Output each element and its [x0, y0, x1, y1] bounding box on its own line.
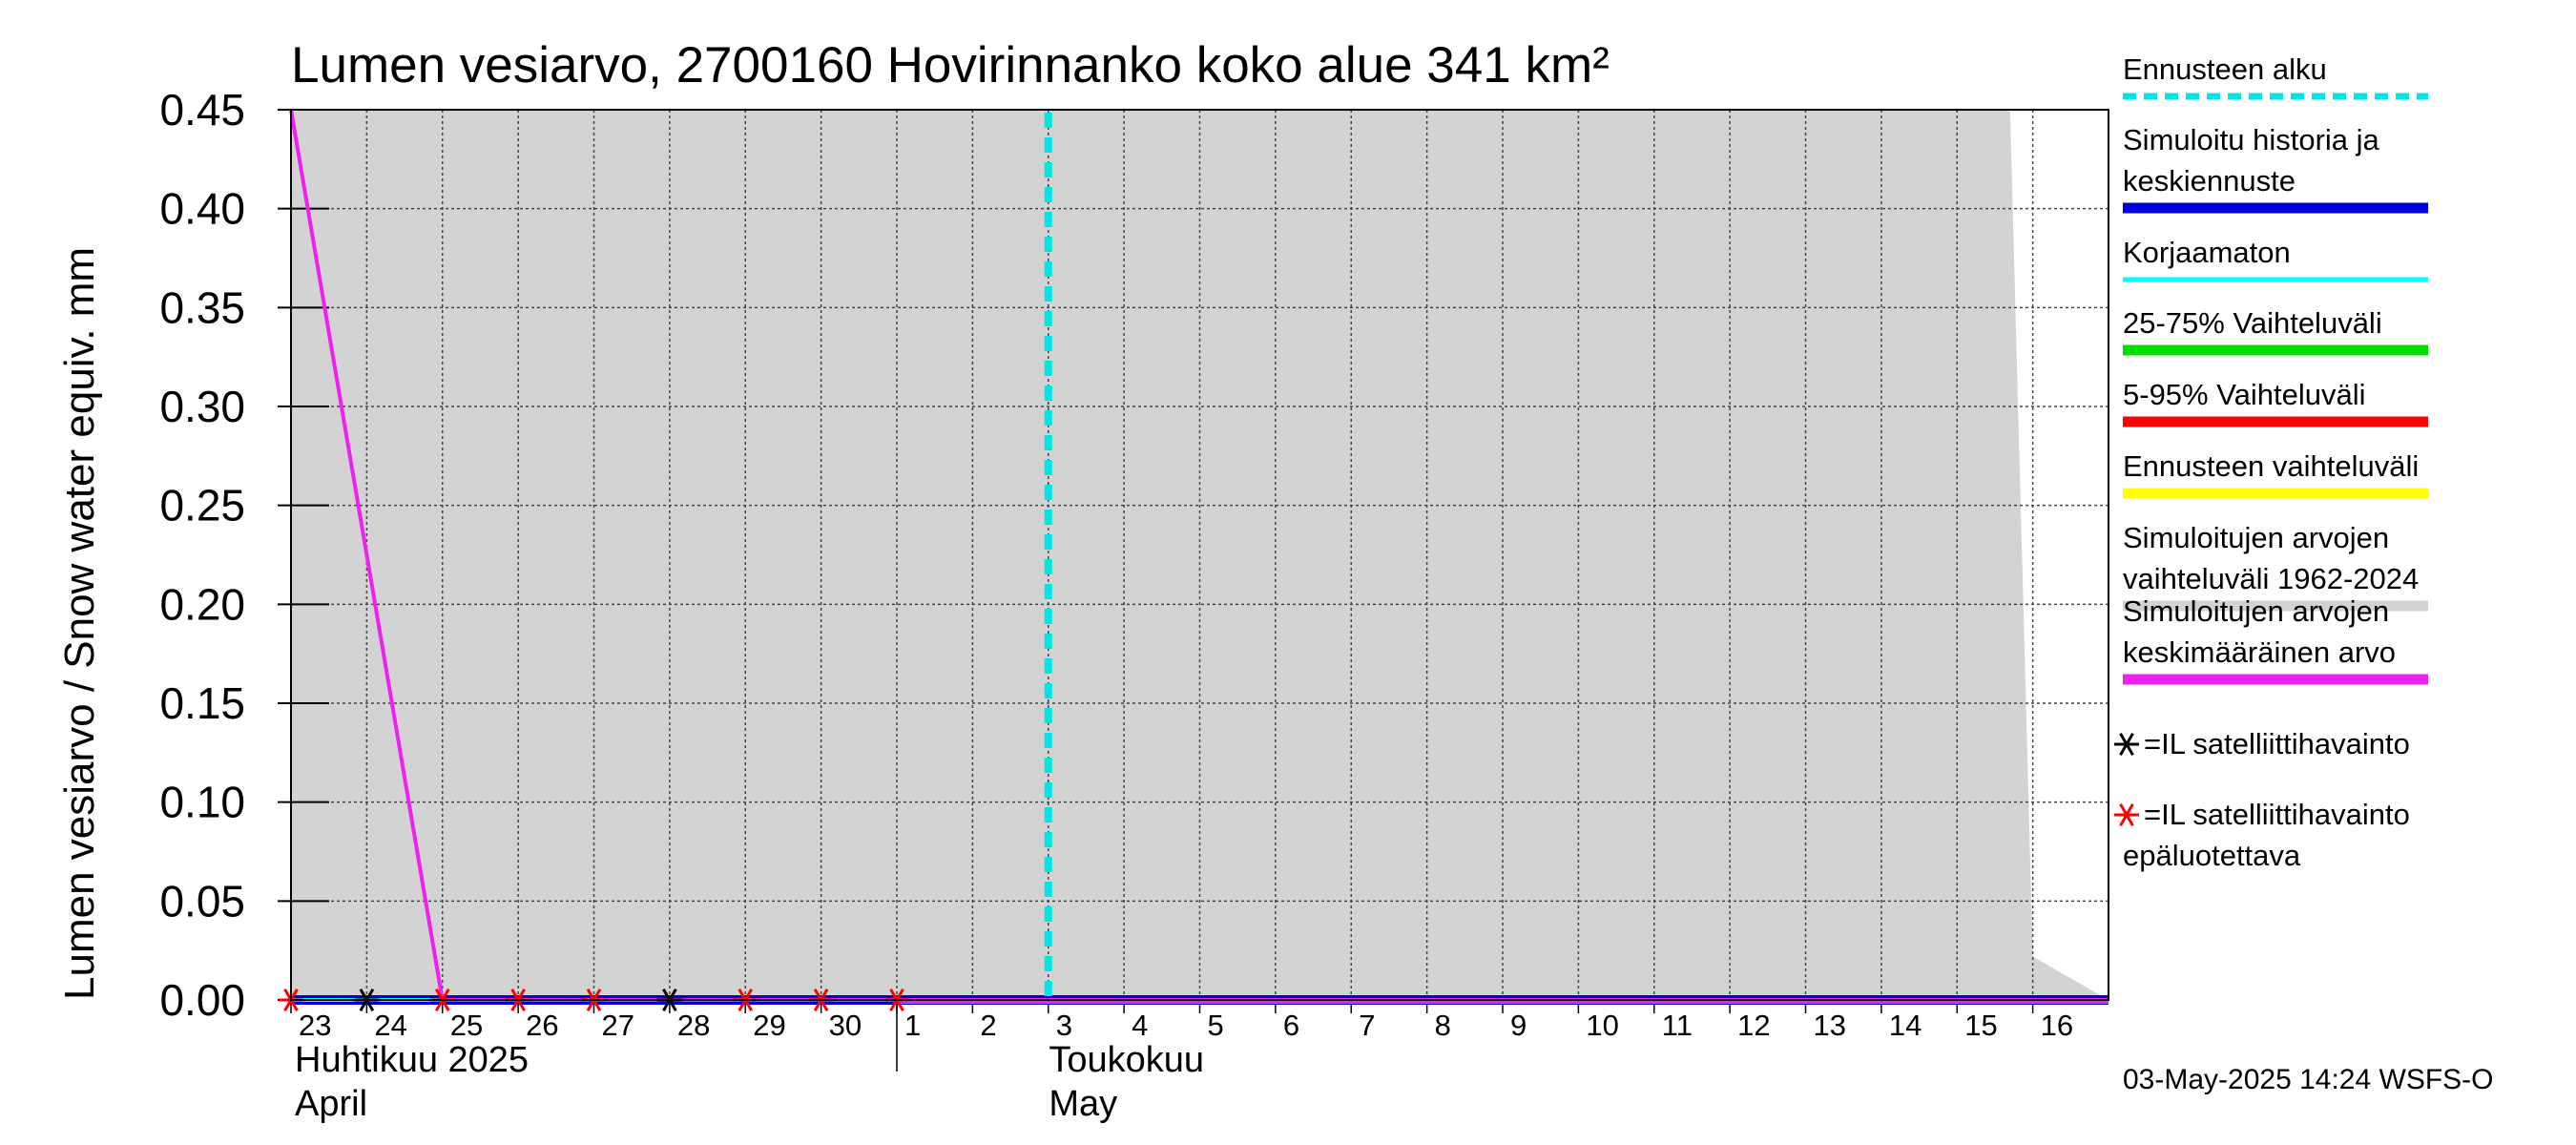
legend-label: 25-75% Vaihteluväli	[2123, 306, 2382, 340]
legend-label: 5-95% Vaihteluväli	[2123, 378, 2365, 411]
y-axis-label: Lumen vesiarvo / Snow water equiv. mm	[56, 247, 103, 1000]
legend-star-icon-stroke	[2119, 802, 2134, 827]
x-tick-label: 1	[904, 1009, 921, 1042]
legend-label: =IL satelliittihavainto	[2144, 727, 2410, 760]
x-tick-label: 25	[450, 1009, 483, 1042]
month-label: Toukokuu	[1049, 1040, 1204, 1080]
month-label: Huhtikuu 2025	[295, 1040, 529, 1080]
month-label-english: May	[1049, 1084, 1117, 1124]
y-tick-label: 0.35	[159, 282, 245, 332]
legend-item: Simuloitujen arvojen vaihteluväli 1962-20…	[2123, 521, 2428, 612]
y-tick-label: 0.30	[159, 382, 245, 431]
y-tick-label: 0.45	[159, 85, 245, 135]
legend-item: Ennusteen alku	[2123, 52, 2428, 100]
x-tick-label: 3	[1056, 1009, 1072, 1042]
x-tick-label: 14	[1889, 1009, 1922, 1042]
x-tick-label: 12	[1737, 1009, 1770, 1042]
x-tick-label: 26	[526, 1009, 558, 1042]
x-tick-label: 2	[980, 1009, 996, 1042]
legend-label: Ennusteen vaihteluväli	[2123, 449, 2419, 483]
legend-star-icon	[2114, 802, 2139, 827]
legend-item: 25-75% Vaihteluväli	[2123, 306, 2428, 356]
y-tick-label: 0.40	[159, 184, 245, 234]
legend-item: Korjaamaton	[2123, 236, 2428, 282]
x-tick-label: 7	[1359, 1009, 1375, 1042]
legend-label: =IL satelliittihavainto	[2144, 798, 2410, 831]
x-tick-label: 8	[1435, 1009, 1451, 1042]
chart-title: Lumen vesiarvo, 2700160 Hovirinnanko kok…	[291, 37, 1610, 94]
x-tick-label: 15	[1964, 1009, 1997, 1042]
y-tick-label: 0.15	[159, 678, 245, 728]
y-tick-label: 0.00	[159, 975, 245, 1025]
legend-label: Simuloitujen arvojen	[2123, 521, 2389, 554]
legend-label-line2: keskimääräinen arvo	[2123, 635, 2396, 669]
x-tick-label: 29	[753, 1009, 785, 1042]
legend-item: =IL satelliittihavainto	[2114, 727, 2410, 760]
legend-label-line2: keskiennuste	[2123, 164, 2296, 198]
historical-range-area	[291, 110, 2109, 1000]
legend-item: Simuloitu historia ja keskiennuste	[2123, 123, 2428, 214]
x-tick-label: 10	[1586, 1009, 1618, 1042]
legend-item: Simuloitujen arvojen keskimääräinen arvo	[2123, 594, 2428, 685]
legend: Ennusteen alku Simuloitu historia ja keski…	[2114, 52, 2428, 872]
y-tick-label: 0.20	[159, 579, 245, 629]
x-tick-label: 16	[2041, 1009, 2073, 1042]
month-label-english: April	[295, 1084, 367, 1124]
y-tick-label: 0.05	[159, 876, 245, 926]
plot-border	[290, 109, 2109, 1001]
legend-label-line2: epäluotettava	[2123, 839, 2301, 872]
x-tick-label: 4	[1132, 1009, 1148, 1042]
x-tick-label: 13	[1814, 1009, 1846, 1042]
legend-item: =IL satelliittihavainto epäluotettava	[2114, 798, 2410, 872]
plot-area: 0.00 0.05 0.10 0.15 0.20 0.25 0.30 0.35 0.40 0.45…	[159, 85, 2109, 1124]
x-tick-label: 30	[829, 1009, 862, 1042]
legend-label: Simuloitu historia ja	[2123, 123, 2380, 156]
legend-star-icon-stroke	[2119, 732, 2134, 757]
legend-label-line2: vaihteluväli 1962-2024	[2123, 562, 2419, 595]
x-tick-label: 23	[299, 1009, 331, 1042]
x-tick-label: 6	[1283, 1009, 1299, 1042]
x-tick-label: 5	[1208, 1009, 1224, 1042]
legend-star-icon	[2114, 732, 2139, 757]
legend-label: Korjaamaton	[2123, 236, 2291, 269]
x-tick-label: 27	[602, 1009, 634, 1042]
y-tick-label: 0.25	[159, 481, 245, 531]
y-tick-label: 0.10	[159, 778, 245, 827]
x-tick-label: 24	[374, 1009, 406, 1042]
legend-item: Ennusteen vaihteluväli	[2123, 449, 2428, 499]
x-tick-label: 9	[1510, 1009, 1527, 1042]
x-tick-label: 28	[677, 1009, 710, 1042]
legend-label: Simuloitujen arvojen	[2123, 594, 2389, 628]
legend-label: Ennusteen alku	[2123, 52, 2327, 86]
x-tick-label: 11	[1662, 1009, 1693, 1042]
legend-item: 5-95% Vaihteluväli	[2123, 378, 2428, 427]
timestamp-footer: 03-May-2025 14:24 WSFS-O	[2123, 1064, 2494, 1095]
